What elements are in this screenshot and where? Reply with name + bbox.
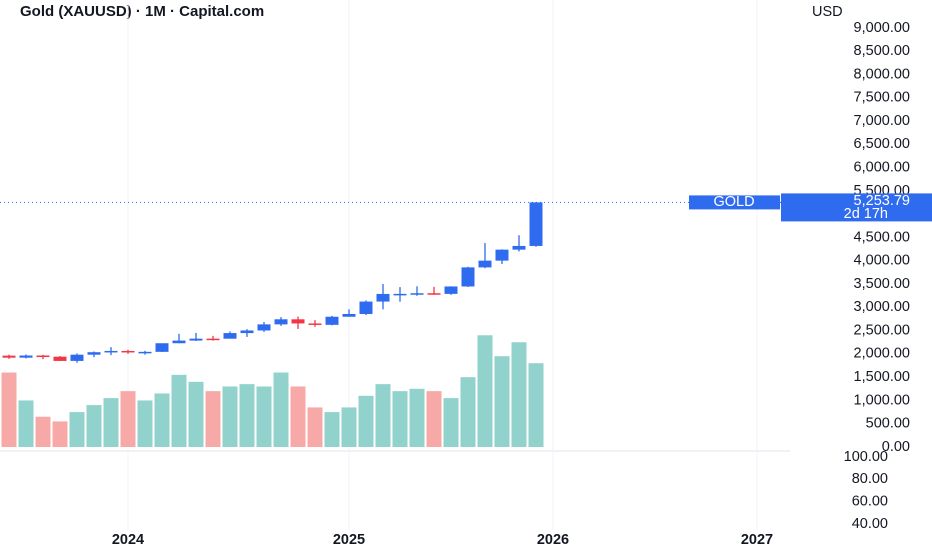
volume-bar: [256, 386, 272, 447]
candle-body: [461, 267, 475, 287]
candle-body: [274, 319, 288, 325]
volume-bar: [290, 386, 306, 447]
x-tick-label: 2026: [537, 532, 569, 548]
volume-bar: [137, 400, 153, 447]
candle-body: [172, 340, 186, 344]
candle-body: [308, 323, 322, 325]
current-price-label: 5,253.79: [854, 193, 910, 209]
candle-body: [342, 313, 356, 317]
candle-body: [70, 354, 84, 361]
candle-body: [325, 316, 339, 325]
volume-bar: [528, 363, 544, 447]
volume-bar: [358, 395, 374, 447]
volume-bar: [375, 384, 391, 447]
volume-bar: [341, 407, 357, 447]
volume-bar: [477, 335, 493, 447]
symbol-badge: [689, 195, 780, 210]
volume-bar: [511, 342, 527, 447]
y-tick-label: 8,500.00: [854, 43, 910, 59]
volume-bar: [205, 391, 221, 447]
candle-body: [19, 355, 33, 358]
volume-bar: [52, 421, 68, 447]
candle-body: [495, 249, 509, 261]
candle-body: [2, 355, 16, 358]
candle-body: [121, 350, 135, 353]
candle-body: [87, 352, 101, 355]
volume-bar: [35, 416, 51, 447]
candle-body: [257, 324, 271, 331]
volume-bar: [1, 372, 17, 447]
x-tick-label: 2024: [112, 532, 144, 548]
volume-bar: [494, 356, 510, 447]
volume-bar: [392, 391, 408, 447]
y2-tick-label: 100.00: [844, 449, 888, 465]
volume-bar: [222, 386, 238, 447]
volume-bar: [188, 381, 204, 447]
volume-bar: [324, 412, 340, 447]
y-tick-label: 8,000.00: [854, 66, 910, 82]
candle-body: [529, 202, 543, 246]
volume-bar: [426, 391, 442, 447]
countdown-label: 2d 17h: [844, 206, 888, 222]
y2-tick-label: 40.00: [852, 516, 888, 532]
y-tick-label: 3,500.00: [854, 276, 910, 292]
y-tick-label: 4,000.00: [854, 253, 910, 269]
y2-tick-label: 80.00: [852, 471, 888, 487]
volume-bar: [273, 372, 289, 447]
y-tick-label: 4,500.00: [854, 229, 910, 245]
symbol-label: GOLD: [713, 194, 754, 210]
candle-body: [36, 355, 50, 358]
x-tick-label: 2027: [741, 532, 773, 548]
volume-bar: [409, 388, 425, 447]
y-tick-label: 6,000.00: [854, 159, 910, 175]
price-badge: [781, 193, 932, 222]
candle-body: [189, 338, 203, 341]
y-tick-label: 6,500.00: [854, 136, 910, 152]
candle-body: [359, 301, 373, 314]
candle-body: [240, 330, 254, 334]
candle-body: [376, 293, 390, 302]
y-tick-label: 500.00: [866, 416, 910, 432]
candle-body: [223, 333, 237, 339]
volume-bar: [86, 405, 102, 447]
candle-body: [478, 260, 492, 268]
candle-body: [444, 286, 458, 294]
volume-bar: [239, 384, 255, 447]
y-tick-label: 1,500.00: [854, 369, 910, 385]
candle-body: [410, 293, 424, 295]
currency-label: USD: [812, 4, 843, 20]
y-tick-label: 7,500.00: [854, 90, 910, 106]
candle-body: [427, 293, 441, 295]
candle-body: [138, 351, 152, 354]
volume-bar: [460, 377, 476, 447]
candle-body: [206, 338, 220, 341]
x-tick-label: 2025: [333, 532, 365, 548]
candle-body: [104, 350, 118, 353]
y-tick-label: 9,000.00: [854, 20, 910, 36]
y-tick-label: 0.00: [882, 439, 910, 455]
volume-bar: [18, 400, 34, 447]
y-tick-label: 3,000.00: [854, 299, 910, 315]
candle-body: [512, 245, 526, 250]
volume-bar: [443, 398, 459, 447]
y-tick-label: 7,000.00: [854, 113, 910, 129]
volume-bar: [307, 407, 323, 447]
volume-bar: [69, 412, 85, 447]
volume-bar: [154, 393, 170, 447]
volume-bar: [103, 398, 119, 447]
y-tick-label: 2,500.00: [854, 322, 910, 338]
y-tick-label: 1,000.00: [854, 392, 910, 408]
y2-tick-label: 60.00: [852, 493, 888, 509]
candle-body: [291, 319, 305, 324]
candle-body: [155, 343, 169, 352]
volume-bar: [120, 391, 136, 447]
candle-body: [53, 356, 67, 361]
volume-bar: [171, 374, 187, 447]
chart-title: Gold (XAUUSD) · 1M · Capital.com: [20, 3, 264, 20]
y-tick-label: 2,000.00: [854, 346, 910, 362]
candle-body: [393, 293, 407, 296]
